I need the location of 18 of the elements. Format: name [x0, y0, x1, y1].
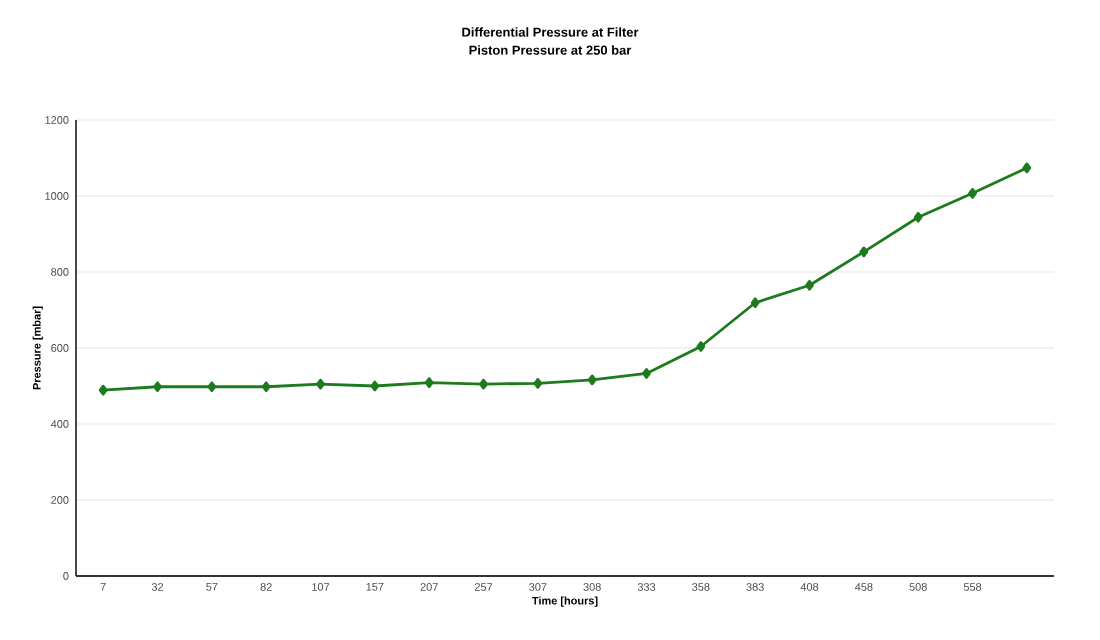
- point: [968, 187, 977, 199]
- point: [207, 381, 217, 393]
- point: [261, 381, 271, 393]
- point: [805, 279, 814, 291]
- point: [642, 368, 651, 379]
- point: [370, 380, 380, 392]
- point: [913, 211, 923, 223]
- point: [750, 297, 760, 309]
- point: [533, 377, 543, 389]
- point: [1022, 162, 1032, 174]
- point: [696, 341, 706, 352]
- point: [98, 384, 108, 396]
- point: [316, 378, 325, 390]
- point: [479, 378, 488, 390]
- point: [859, 246, 869, 258]
- point: [424, 377, 434, 388]
- point: [587, 374, 597, 386]
- point: [153, 381, 162, 393]
